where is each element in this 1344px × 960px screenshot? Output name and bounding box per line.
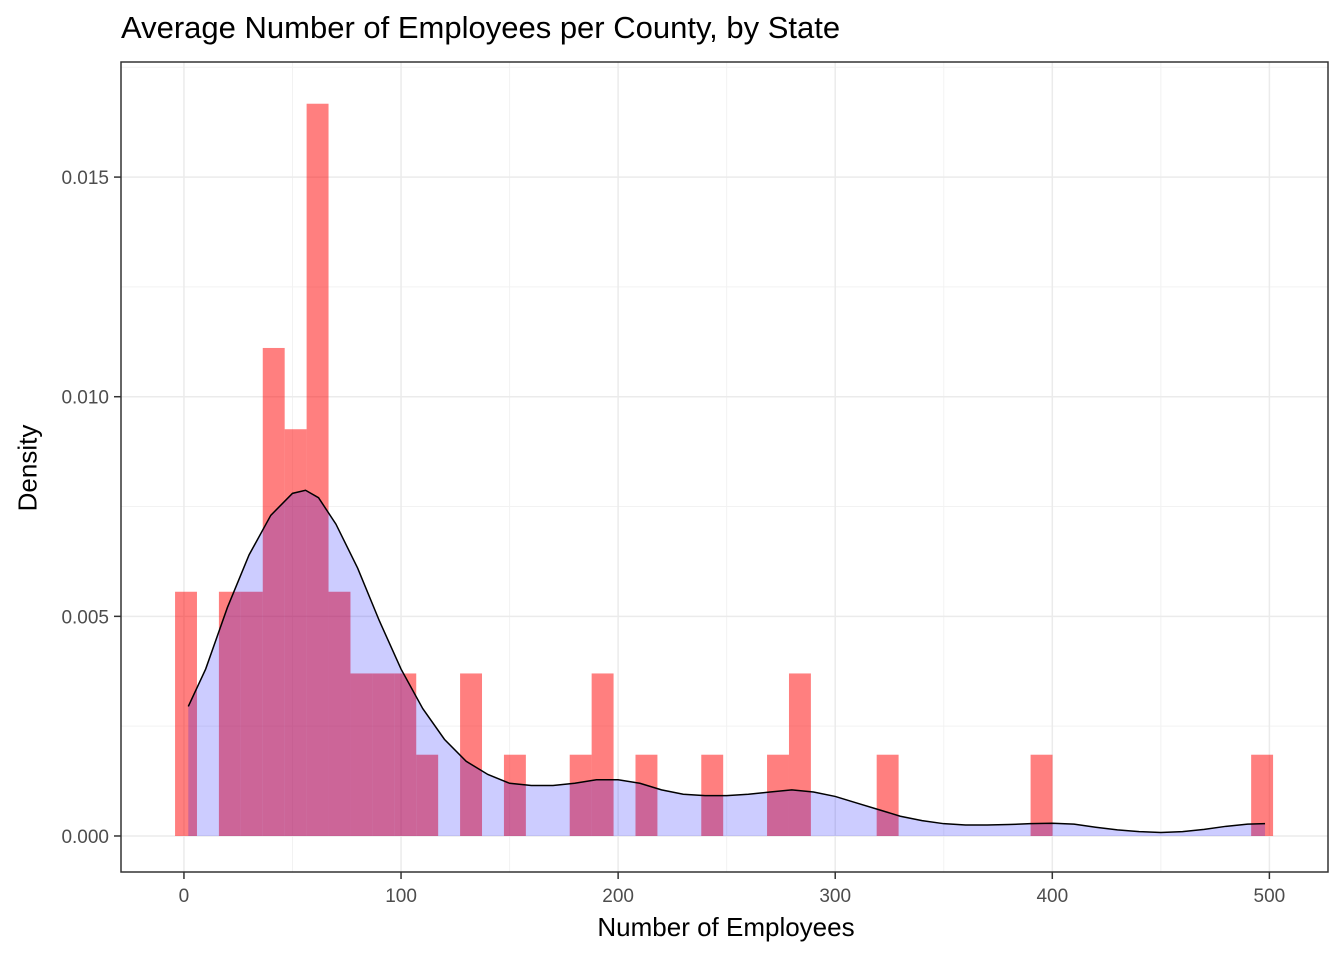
density-curve <box>187 489 1266 836</box>
histogram-bars <box>175 103 1274 836</box>
density-area <box>188 490 1266 836</box>
panel-border <box>120 61 1329 873</box>
y-axis-label: Density <box>12 424 43 512</box>
histogram-bar <box>569 754 592 836</box>
x-tick-label: 500 <box>1254 886 1286 907</box>
histogram-bar <box>876 754 899 836</box>
y-tick-label: 0.015 <box>61 168 109 189</box>
x-axis: 0 100 200 300 400 500 <box>179 872 1286 907</box>
x-tick-label: 100 <box>385 886 417 907</box>
x-tick-label: 0 <box>179 886 190 907</box>
histogram-bar <box>284 429 307 836</box>
histogram-bar <box>306 103 329 836</box>
chart-title: Average Number of Employees per County, … <box>121 10 841 45</box>
density-line <box>187 489 1266 834</box>
histogram-bar <box>394 673 417 836</box>
x-tick-label: 300 <box>819 886 851 907</box>
histogram-bar <box>372 673 395 836</box>
histogram-bar <box>503 754 526 836</box>
histogram-bar <box>635 754 658 836</box>
histogram-bar <box>788 673 811 836</box>
histogram-bar <box>328 591 351 836</box>
histogram-bar <box>262 347 285 836</box>
y-tick-label: 0.010 <box>61 388 109 409</box>
histogram-bar <box>350 673 373 836</box>
x-axis-label: Number of Employees <box>597 912 855 942</box>
histogram-bar <box>240 591 263 836</box>
x-tick-label: 200 <box>602 886 634 907</box>
histogram-bar <box>767 754 789 836</box>
histogram-bar <box>1030 754 1053 836</box>
y-tick-label: 0.005 <box>61 607 109 628</box>
y-tick-label: 0.000 <box>61 827 109 848</box>
histogram-bar <box>460 673 483 836</box>
x-tick-label: 400 <box>1036 886 1068 907</box>
histogram-bar <box>416 754 439 836</box>
histogram-bar <box>218 591 241 836</box>
histogram-bar <box>591 673 614 836</box>
histogram-bar <box>1251 754 1274 836</box>
y-axis: 0.000 0.005 0.010 0.015 <box>61 168 121 848</box>
histogram-bar <box>175 591 197 836</box>
